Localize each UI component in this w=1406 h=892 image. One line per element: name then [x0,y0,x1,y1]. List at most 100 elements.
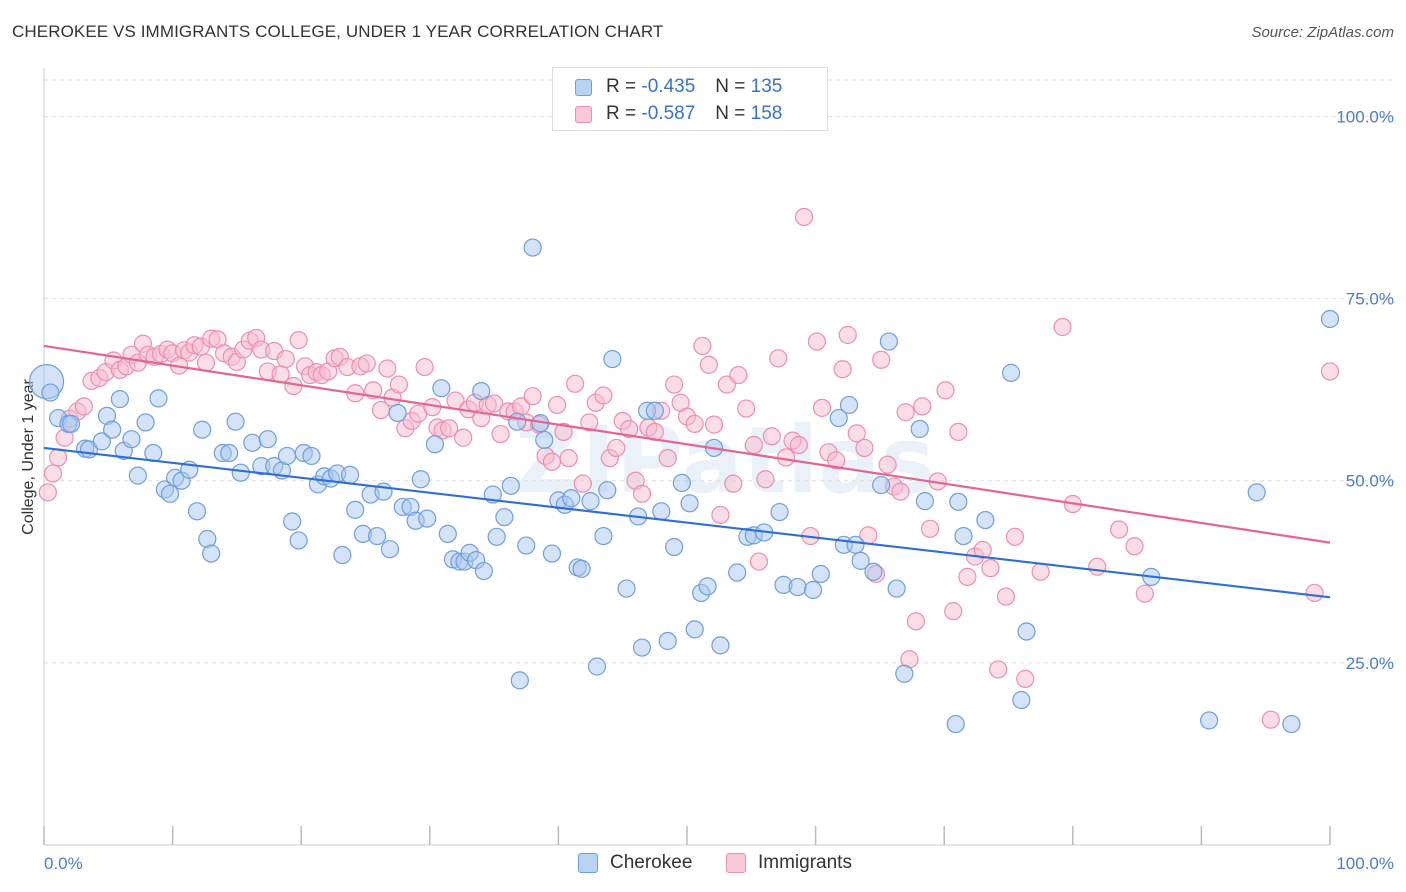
immigrants-point [737,399,756,418]
immigrants-point [74,397,93,416]
immigrants-point [289,331,308,350]
immigrants-point [1135,584,1154,603]
legend-item-immigrants[interactable]: Immigrants [726,852,852,874]
stats-legend: R = -0.435 N = 135 R = -0.587 N = 158 [552,67,828,131]
cherokee-point [872,475,891,495]
cherokee-point [603,349,622,369]
immigrants-point [607,438,626,458]
cherokee-point [510,671,529,690]
legend-item-cherokee[interactable]: Cherokee [578,852,692,874]
cherokee-point [839,395,859,415]
cherokee-point [411,470,430,489]
cherokee-point [879,332,899,351]
cherokee-point [851,551,870,570]
cherokee-point [915,492,935,511]
immigrants-point [1261,710,1280,729]
immigrants-point [920,519,940,538]
cherokee-point [472,382,491,401]
immigrants-point [594,386,613,405]
cherokee-point [231,463,250,482]
immigrants-point [833,360,852,379]
immigrants-point [981,559,1000,578]
cherokee-point [1247,483,1266,502]
cherokee-point [542,544,562,563]
cherokee-point [652,502,671,521]
immigrants-point [769,349,788,368]
immigrants-point [891,482,910,501]
immigrants-point [812,398,832,417]
immigrants-point [632,484,652,503]
cherokee-point [302,446,321,466]
plot-grid [44,79,1394,664]
immigrants-point [762,427,781,446]
cherokee-point [1200,711,1219,730]
cherokee-point [788,577,807,597]
cherokee-point [645,401,664,420]
cherokee-point [632,638,652,657]
immigrants-point [896,403,915,422]
y-tick-label: 50.0% [1346,472,1394,491]
immigrants-point [996,587,1016,606]
cherokee-point [193,420,212,439]
immigrants-point [49,448,68,467]
immigrants-point [729,365,748,385]
cherokee-point [340,465,360,484]
immigrants-point [43,464,63,483]
cherokee-point [535,430,554,450]
n-label: N = [715,103,746,124]
cherokee-point [432,379,451,398]
immigrants-point [794,207,814,227]
cherokee-point [811,564,830,584]
immigrants-point [1125,537,1144,556]
immigrants-swatch [575,105,592,123]
immigrants-point [855,438,874,458]
immigrants-point [580,413,599,432]
immigrants-point [276,349,295,369]
immigrants-point [415,357,434,377]
cherokee-point [1012,690,1031,710]
cherokee-point [508,412,527,431]
cherokee-legend-label: Cherokee [610,852,693,873]
cherokee-point [243,433,262,452]
immigrants-point [1320,362,1340,381]
immigrants-point [913,397,932,416]
immigrants-point [693,336,712,356]
cherokee-point [910,419,929,439]
cherokee-point [1001,363,1021,382]
immigrants-point [906,612,926,631]
immigrants-point [958,567,977,586]
immigrants-point [439,419,459,438]
legend-row-immigrants: R = -0.587 N = 158 [575,102,782,126]
r-value: -0.587 [641,103,696,124]
cherokee-point [685,620,704,639]
cherokee-swatch [575,78,592,96]
cherokee-point [1017,622,1036,641]
cherokee-point [487,527,506,546]
immigrants-point [838,325,857,345]
cherokee-point [346,500,365,519]
cherokee-point [946,714,965,734]
immigrants-point [847,424,866,443]
cherokee-point [864,562,883,581]
immigrants-point [807,332,826,351]
cherokee-point [1320,309,1340,329]
cherokee-point [380,540,400,559]
cherokee-point [562,489,581,508]
cherokee-point [149,389,168,408]
immigrants-point [936,381,955,400]
y-tick-label: 100.0% [1336,107,1394,126]
cherokee-point [258,430,277,449]
cherokee-point [110,390,129,409]
immigrants-point [559,449,578,468]
cherokee-legend-swatch [578,853,598,873]
immigrants-point [548,395,567,415]
cherokee-point [128,466,147,485]
immigrants-point [1305,583,1324,603]
cherokee-point [103,420,122,439]
cherokee-trend-line [43,446,1331,599]
x-tick-label-max: 100.0% [1336,854,1394,873]
cherokee-point [136,413,155,432]
immigrants-point [699,355,718,374]
r-label: R = [606,76,637,97]
chart-title: CHEROKEE VS IMMIGRANTS COLLEGE, UNDER 1 … [12,22,664,41]
